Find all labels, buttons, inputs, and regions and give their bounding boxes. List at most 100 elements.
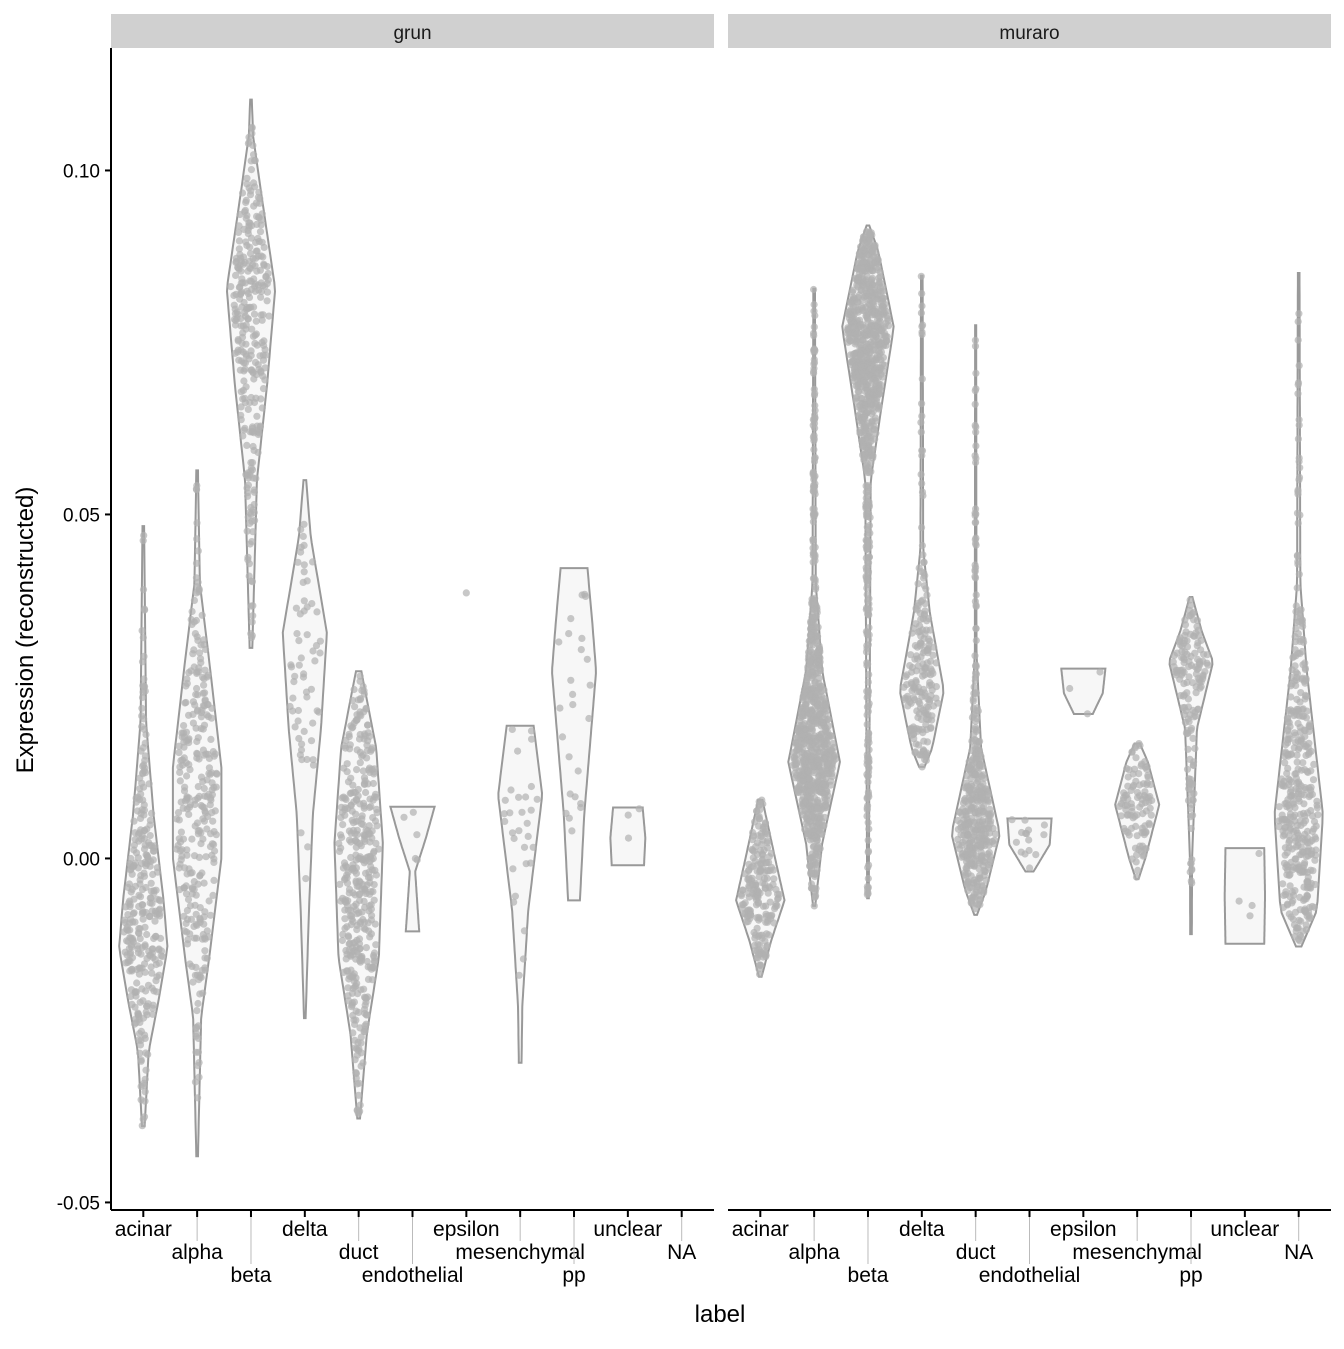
data-point: [208, 769, 216, 777]
data-point: [258, 238, 266, 246]
data-point: [971, 452, 979, 460]
data-point: [245, 138, 253, 146]
data-point: [246, 243, 254, 251]
data-point: [915, 741, 923, 749]
data-point: [138, 658, 147, 666]
data-point: [356, 672, 364, 680]
violin-muraro-endothelial: [1006, 816, 1053, 873]
data-point: [173, 815, 181, 823]
data-point: [364, 721, 372, 729]
data-point: [810, 323, 818, 331]
data-point: [1310, 825, 1318, 833]
data-point: [141, 968, 149, 976]
data-point: [986, 805, 994, 813]
data-point: [799, 777, 807, 785]
data-point: [800, 756, 808, 764]
data-point: [143, 1002, 151, 1010]
data-point: [581, 590, 589, 598]
data-point: [353, 715, 361, 724]
data-point: [775, 890, 783, 899]
data-point: [1294, 560, 1302, 568]
data-point: [313, 608, 321, 616]
data-point: [192, 559, 201, 567]
data-point: [139, 796, 147, 804]
data-point: [809, 518, 818, 526]
data-point: [1307, 767, 1315, 775]
data-point: [1184, 796, 1193, 805]
data-point: [156, 897, 164, 905]
data-point: [1301, 766, 1309, 774]
data-point: [857, 253, 866, 261]
data-point: [825, 715, 833, 723]
data-point: [756, 931, 764, 939]
data-point: [139, 744, 147, 752]
data-point: [365, 927, 373, 935]
panel-grun: grunacinaralphabetadeltaductendotheliale…: [111, 14, 714, 1287]
data-point: [860, 454, 868, 462]
data-point: [136, 880, 144, 888]
data-point: [368, 911, 376, 920]
data-point: [250, 375, 258, 383]
data-point: [239, 395, 247, 403]
data-point: [1286, 810, 1295, 818]
data-point: [197, 659, 205, 667]
data-point: [1293, 758, 1301, 766]
data-point: [183, 772, 191, 780]
data-point: [180, 787, 189, 795]
data-point: [413, 831, 421, 839]
data-point: [199, 702, 207, 710]
data-point: [337, 844, 345, 852]
data-point: [755, 916, 763, 924]
data-point: [140, 531, 148, 540]
data-point: [501, 817, 509, 826]
data-point: [371, 920, 379, 928]
x-tick-label: alpha: [171, 1241, 223, 1264]
x-tick-label: epsilon: [1050, 1218, 1117, 1241]
data-point: [188, 869, 196, 877]
data-point: [823, 728, 832, 736]
data-point: [555, 638, 563, 646]
data-point: [567, 676, 575, 684]
data-point: [755, 873, 763, 881]
data-point: [149, 856, 157, 864]
data-point: [1128, 855, 1136, 863]
data-point: [346, 741, 354, 749]
data-point: [978, 772, 986, 780]
data-point: [1186, 711, 1194, 719]
data-point: [356, 677, 364, 685]
data-point: [972, 591, 980, 599]
data-point: [411, 854, 419, 863]
x-tick-label: NA: [667, 1241, 696, 1264]
violin-muraro-beta: [841, 224, 895, 900]
data-point: [193, 669, 201, 678]
data-point: [156, 905, 164, 913]
data-point: [201, 666, 209, 674]
data-point: [1096, 668, 1104, 676]
data-point: [192, 485, 200, 493]
data-point: [185, 669, 193, 677]
data-point: [138, 627, 146, 635]
violin-grun-unclear: [609, 805, 647, 867]
data-point: [190, 646, 198, 654]
data-point: [865, 825, 873, 833]
data-point: [810, 358, 819, 367]
data-point: [366, 803, 374, 812]
data-point: [972, 518, 980, 526]
data-point: [131, 1020, 139, 1028]
data-point: [316, 649, 324, 657]
data-point: [140, 683, 148, 691]
data-point: [258, 210, 266, 218]
data-point: [255, 429, 263, 437]
data-point: [1295, 916, 1303, 925]
y-tick-label: 0.00: [63, 849, 100, 870]
data-point: [248, 618, 256, 626]
data-point: [121, 916, 129, 924]
violin-grun-beta: [225, 98, 277, 649]
data-point: [248, 124, 256, 132]
data-point: [242, 350, 250, 358]
data-point: [757, 865, 765, 874]
data-point: [1311, 880, 1319, 889]
data-point: [868, 379, 876, 387]
data-point: [518, 808, 526, 816]
data-point: [971, 905, 979, 913]
